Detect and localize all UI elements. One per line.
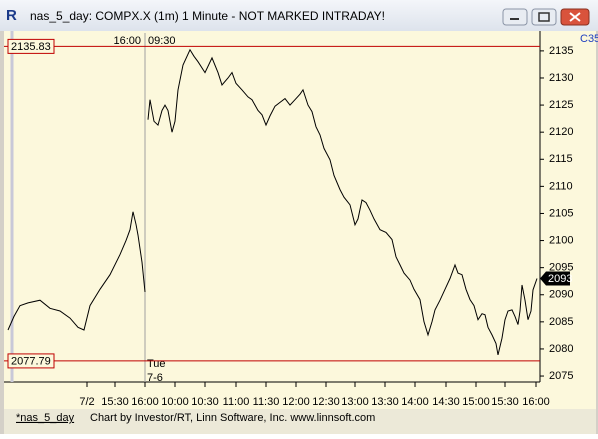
y-tick-label: 2075 [549, 370, 573, 382]
last-value-box [540, 271, 570, 286]
x-tick-label: 15:30 [101, 396, 129, 408]
reference-label-box [7, 353, 55, 369]
title-bar [0, 0, 598, 31]
x-tick-label: 7/2 [79, 396, 94, 408]
x-tick-label: 16:00 [522, 396, 550, 408]
session-before: 16:00 [113, 35, 141, 47]
x-tick-label: 15:00 [462, 396, 490, 408]
y-tick-label: 2090 [549, 289, 573, 301]
maximize-icon [538, 12, 550, 22]
y-tick-label: 2115 [549, 153, 573, 165]
chart-background [4, 31, 596, 409]
app-icon: R [6, 7, 17, 24]
close-icon [569, 12, 581, 22]
session-date: 7-6 [147, 372, 163, 384]
session-after: 09:30 [148, 35, 176, 47]
y-tick-label: 2110 [549, 180, 573, 192]
x-tick-label: 10:30 [191, 396, 219, 408]
minimize-icon [510, 18, 519, 20]
reference-label: 2077.79 [11, 355, 51, 367]
chart-tab[interactable]: *nas_5_day [16, 412, 75, 424]
y-tick-label: 2100 [549, 234, 573, 246]
x-tick-label: 13:00 [341, 396, 369, 408]
maximize-button[interactable] [531, 8, 557, 26]
window-title: nas_5_day: COMPX.X (1m) 1 Minute - NOT M… [30, 9, 385, 23]
x-tick-label: 14:30 [432, 396, 460, 408]
price-line [7, 48, 538, 356]
y-tick-label: 2125 [549, 99, 573, 111]
x-tick-label: 10:00 [161, 396, 189, 408]
x-tick-label: 11:30 [253, 396, 280, 408]
y-tick-label: 2105 [549, 207, 573, 219]
x-tick-label: 15:30 [491, 396, 519, 408]
footer-credit: Chart by Investor/RT, Linn Software, Inc… [90, 412, 375, 424]
minimize-button[interactable] [502, 8, 528, 26]
x-tick-label: 14:00 [401, 396, 429, 408]
y-tick-label: 2085 [549, 316, 573, 328]
x-tick-label: 12:30 [312, 396, 340, 408]
y-tick-label: 2130 [549, 72, 573, 84]
y-tick-label: 2095 [549, 262, 573, 274]
x-tick-label: 16:00 [131, 396, 159, 408]
y-tick-label: 2135 [549, 45, 573, 57]
x-tick-label: 12:00 [282, 396, 310, 408]
y-tick-label: 2120 [549, 126, 573, 138]
reference-label: 2135.83 [11, 41, 51, 53]
corner-text: C35 [580, 33, 598, 45]
y-tick-label: 2080 [549, 343, 573, 355]
footer-bar [4, 409, 596, 434]
x-tick-label: 13:30 [371, 396, 399, 408]
x-tick-label: 11:00 [223, 396, 250, 408]
last-value-label: 2093 [548, 273, 572, 285]
session-day: Tue [147, 358, 166, 370]
reference-label-box [7, 38, 55, 54]
